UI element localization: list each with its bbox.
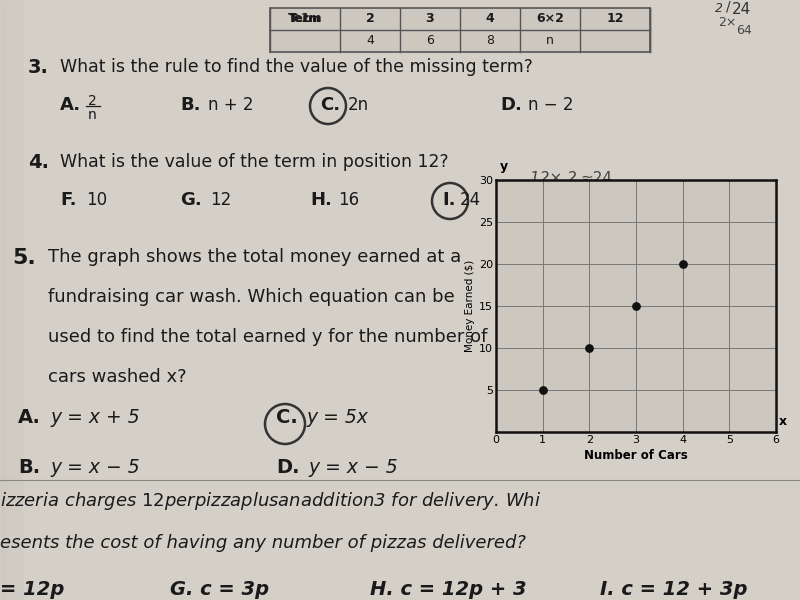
Text: 64: 64 — [736, 24, 752, 37]
Text: cars washed x?: cars washed x? — [48, 368, 186, 386]
Text: n + 2: n + 2 — [208, 96, 254, 114]
Text: Term: Term — [288, 13, 322, 25]
Text: y = 5x: y = 5x — [306, 408, 368, 427]
Text: fundraising car wash. Which equation can be: fundraising car wash. Which equation can… — [48, 288, 454, 306]
Bar — [3, 0, 4, 600]
Bar — [17, 0, 18, 600]
Bar — [7, 0, 8, 600]
Bar — [25, 0, 26, 600]
Text: The graph shows the total money earned at a: The graph shows the total money earned a… — [48, 248, 462, 266]
Text: y: y — [500, 160, 508, 173]
Text: x: x — [778, 415, 786, 428]
Bar — [23, 0, 24, 600]
Text: H. c = 12p + 3: H. c = 12p + 3 — [370, 580, 526, 599]
Text: y = x − 5: y = x − 5 — [308, 458, 398, 477]
Text: 12× 2: 12× 2 — [530, 171, 577, 186]
Y-axis label: Money Earned ($): Money Earned ($) — [465, 260, 475, 352]
Text: 16: 16 — [338, 191, 359, 209]
Text: D.: D. — [500, 96, 522, 114]
Bar — [21, 0, 22, 600]
Bar — [19, 0, 20, 600]
Text: ≈24: ≈24 — [580, 171, 612, 186]
Bar — [22, 0, 23, 600]
Text: y = x + 5: y = x + 5 — [50, 408, 140, 427]
Bar — [13, 0, 14, 600]
Text: 6×2: 6×2 — [536, 13, 564, 25]
Bar — [12, 0, 13, 600]
Bar — [14, 0, 15, 600]
Text: B.: B. — [180, 96, 201, 114]
Text: 2: 2 — [366, 13, 374, 25]
Text: 10: 10 — [86, 191, 107, 209]
Text: n − 2: n − 2 — [528, 96, 574, 114]
Point — [583, 343, 596, 353]
Text: 24: 24 — [460, 191, 481, 209]
Bar — [29, 0, 30, 600]
Bar — [11, 0, 12, 600]
Bar — [24, 0, 25, 600]
Text: /: / — [726, 0, 730, 13]
Text: izzeria charges $12 per pizza plus an addition $3 for delivery. Whi: izzeria charges $12 per pizza plus an ad… — [0, 490, 541, 512]
Text: 2×: 2× — [718, 16, 736, 29]
Text: 4: 4 — [366, 34, 374, 47]
Point — [630, 301, 642, 311]
Text: 2: 2 — [715, 2, 723, 15]
Bar — [26, 0, 27, 600]
Bar — [16, 0, 17, 600]
Bar — [10, 0, 11, 600]
X-axis label: Number of Cars: Number of Cars — [584, 449, 688, 462]
Bar — [0, 0, 1, 600]
Bar — [270, 8, 650, 52]
Text: used to find the total earned y for the number of: used to find the total earned y for the … — [48, 328, 487, 346]
Text: 2: 2 — [88, 94, 97, 108]
Text: 5.: 5. — [12, 248, 36, 268]
Text: Term: Term — [290, 14, 320, 24]
Bar — [8, 0, 9, 600]
Point — [536, 385, 549, 395]
Text: 2n: 2n — [348, 96, 369, 114]
Text: F.: F. — [60, 191, 77, 209]
Text: G.: G. — [180, 191, 202, 209]
Point — [676, 259, 689, 269]
Bar — [4, 0, 5, 600]
Text: = 12p: = 12p — [0, 580, 64, 599]
Text: 3: 3 — [426, 13, 434, 25]
Bar — [18, 0, 19, 600]
Text: A.: A. — [60, 96, 81, 114]
Bar — [1, 0, 2, 600]
Bar — [2, 0, 3, 600]
Bar — [9, 0, 10, 600]
Text: A.: A. — [18, 408, 41, 427]
Text: y = x − 5: y = x − 5 — [50, 458, 140, 477]
Text: B.: B. — [18, 458, 40, 477]
Text: 4: 4 — [486, 13, 494, 25]
Text: 8: 8 — [486, 34, 494, 47]
Text: 12: 12 — [606, 13, 624, 25]
Text: 4.: 4. — [28, 153, 49, 172]
Text: n: n — [88, 108, 97, 122]
Text: n: n — [546, 34, 554, 47]
Text: C.: C. — [320, 96, 340, 114]
Bar — [6, 0, 7, 600]
Bar — [27, 0, 28, 600]
Text: 6: 6 — [426, 34, 434, 47]
Text: What is the value of the term in position 12?: What is the value of the term in positio… — [60, 153, 449, 171]
Bar — [28, 0, 29, 600]
Text: G. c = 3p: G. c = 3p — [170, 580, 269, 599]
Text: 1: 1 — [301, 13, 310, 25]
Text: I. c = 12 + 3p: I. c = 12 + 3p — [600, 580, 747, 599]
Text: 24: 24 — [732, 2, 751, 17]
Text: C.: C. — [276, 408, 298, 427]
Text: H.: H. — [310, 191, 332, 209]
Text: 3.: 3. — [28, 58, 49, 77]
Text: What is the rule to find the value of the missing term?: What is the rule to find the value of th… — [60, 58, 533, 76]
Bar — [20, 0, 21, 600]
Text: esents the cost of having any number of pizzas delivered?: esents the cost of having any number of … — [0, 534, 526, 552]
Bar — [5, 0, 6, 600]
Bar — [15, 0, 16, 600]
Text: 12: 12 — [210, 191, 231, 209]
Text: I.: I. — [442, 191, 455, 209]
Text: D.: D. — [276, 458, 299, 477]
